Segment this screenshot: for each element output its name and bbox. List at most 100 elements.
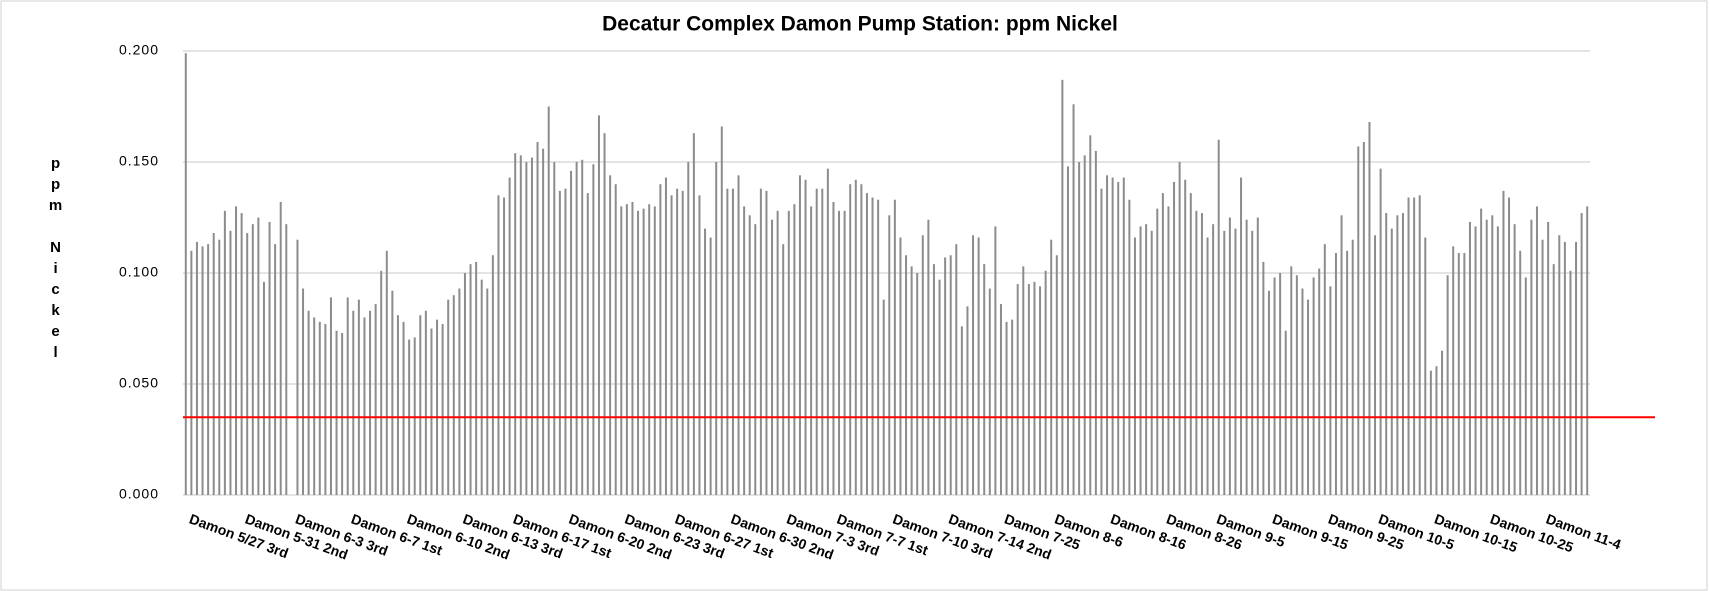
bar	[1173, 181, 1176, 496]
bar	[983, 264, 986, 495]
bar	[1128, 199, 1131, 496]
bar	[391, 290, 394, 495]
bar	[570, 170, 573, 495]
bar	[581, 159, 584, 495]
bar	[447, 299, 450, 495]
bar	[715, 162, 718, 495]
y-tick-label: 0.050	[119, 375, 159, 391]
bar	[603, 133, 606, 495]
bar	[1401, 213, 1404, 495]
bar	[296, 239, 299, 495]
bar	[994, 226, 997, 495]
bar	[1496, 226, 1499, 495]
bar	[905, 255, 908, 495]
bar	[815, 188, 818, 495]
bar	[877, 199, 880, 496]
bar	[927, 219, 930, 495]
bar	[955, 244, 958, 495]
bar	[1407, 197, 1410, 495]
bar	[262, 281, 265, 495]
bar	[1234, 228, 1237, 495]
chart-title: Decatur Complex Damon Pump Station: ppm …	[602, 13, 1118, 36]
bar	[1022, 266, 1025, 495]
bar	[865, 193, 868, 495]
bar	[1050, 239, 1053, 495]
bar	[530, 157, 533, 495]
bar	[1452, 246, 1455, 495]
bar	[1290, 266, 1293, 495]
bar	[1552, 264, 1555, 495]
bar	[1307, 299, 1310, 495]
bar	[932, 264, 935, 495]
bar	[709, 237, 712, 496]
bar	[620, 206, 623, 495]
bar	[1117, 181, 1120, 496]
bar	[385, 250, 388, 495]
bar	[212, 233, 215, 496]
bar	[475, 261, 478, 495]
bar	[1106, 175, 1109, 495]
bar	[1256, 217, 1259, 495]
y-tick-label: 0.100	[119, 264, 159, 280]
bar	[653, 206, 656, 495]
bar	[972, 235, 975, 495]
bar	[346, 297, 349, 495]
bar	[1575, 241, 1578, 495]
bar	[743, 206, 746, 495]
bar	[648, 204, 651, 495]
bar	[949, 255, 952, 495]
bar	[553, 162, 556, 495]
bar	[659, 184, 662, 495]
bar	[1586, 206, 1589, 495]
bar	[335, 330, 338, 495]
bar	[525, 162, 528, 495]
bar	[1580, 213, 1583, 495]
bar	[731, 188, 734, 495]
bar	[469, 264, 472, 495]
bar	[854, 179, 857, 495]
bar	[664, 177, 667, 496]
bar	[341, 332, 344, 495]
bar	[1284, 330, 1287, 495]
bar	[1111, 177, 1114, 496]
bar	[1563, 241, 1566, 495]
bar	[1530, 219, 1533, 495]
bar	[424, 310, 427, 495]
bar	[229, 230, 232, 495]
bar	[849, 184, 852, 495]
bar	[754, 224, 757, 495]
bar	[369, 310, 372, 495]
bar	[184, 53, 187, 495]
bar	[1240, 177, 1243, 496]
bar	[977, 237, 980, 496]
bar	[268, 221, 271, 495]
bar	[776, 210, 779, 495]
bar	[1066, 166, 1069, 495]
bar	[1039, 286, 1042, 495]
bar	[1334, 253, 1337, 495]
bar	[1396, 215, 1399, 495]
bar	[1150, 230, 1153, 495]
bar	[514, 153, 517, 495]
bar	[1558, 235, 1561, 495]
bar	[860, 184, 863, 495]
bar	[1502, 190, 1505, 496]
bar	[441, 324, 444, 495]
bar	[1228, 217, 1231, 495]
bar	[1033, 281, 1036, 495]
bar	[285, 224, 288, 495]
bar	[1195, 210, 1198, 495]
bar	[1245, 219, 1248, 495]
bar	[1145, 224, 1148, 495]
bar	[1569, 270, 1572, 495]
bar	[676, 188, 679, 495]
bar	[698, 195, 701, 496]
bar	[692, 133, 695, 495]
bar	[402, 321, 405, 495]
bar	[1133, 237, 1136, 496]
bar	[793, 204, 796, 495]
bar	[1100, 188, 1103, 495]
bar	[1519, 250, 1522, 495]
bar	[586, 193, 589, 495]
